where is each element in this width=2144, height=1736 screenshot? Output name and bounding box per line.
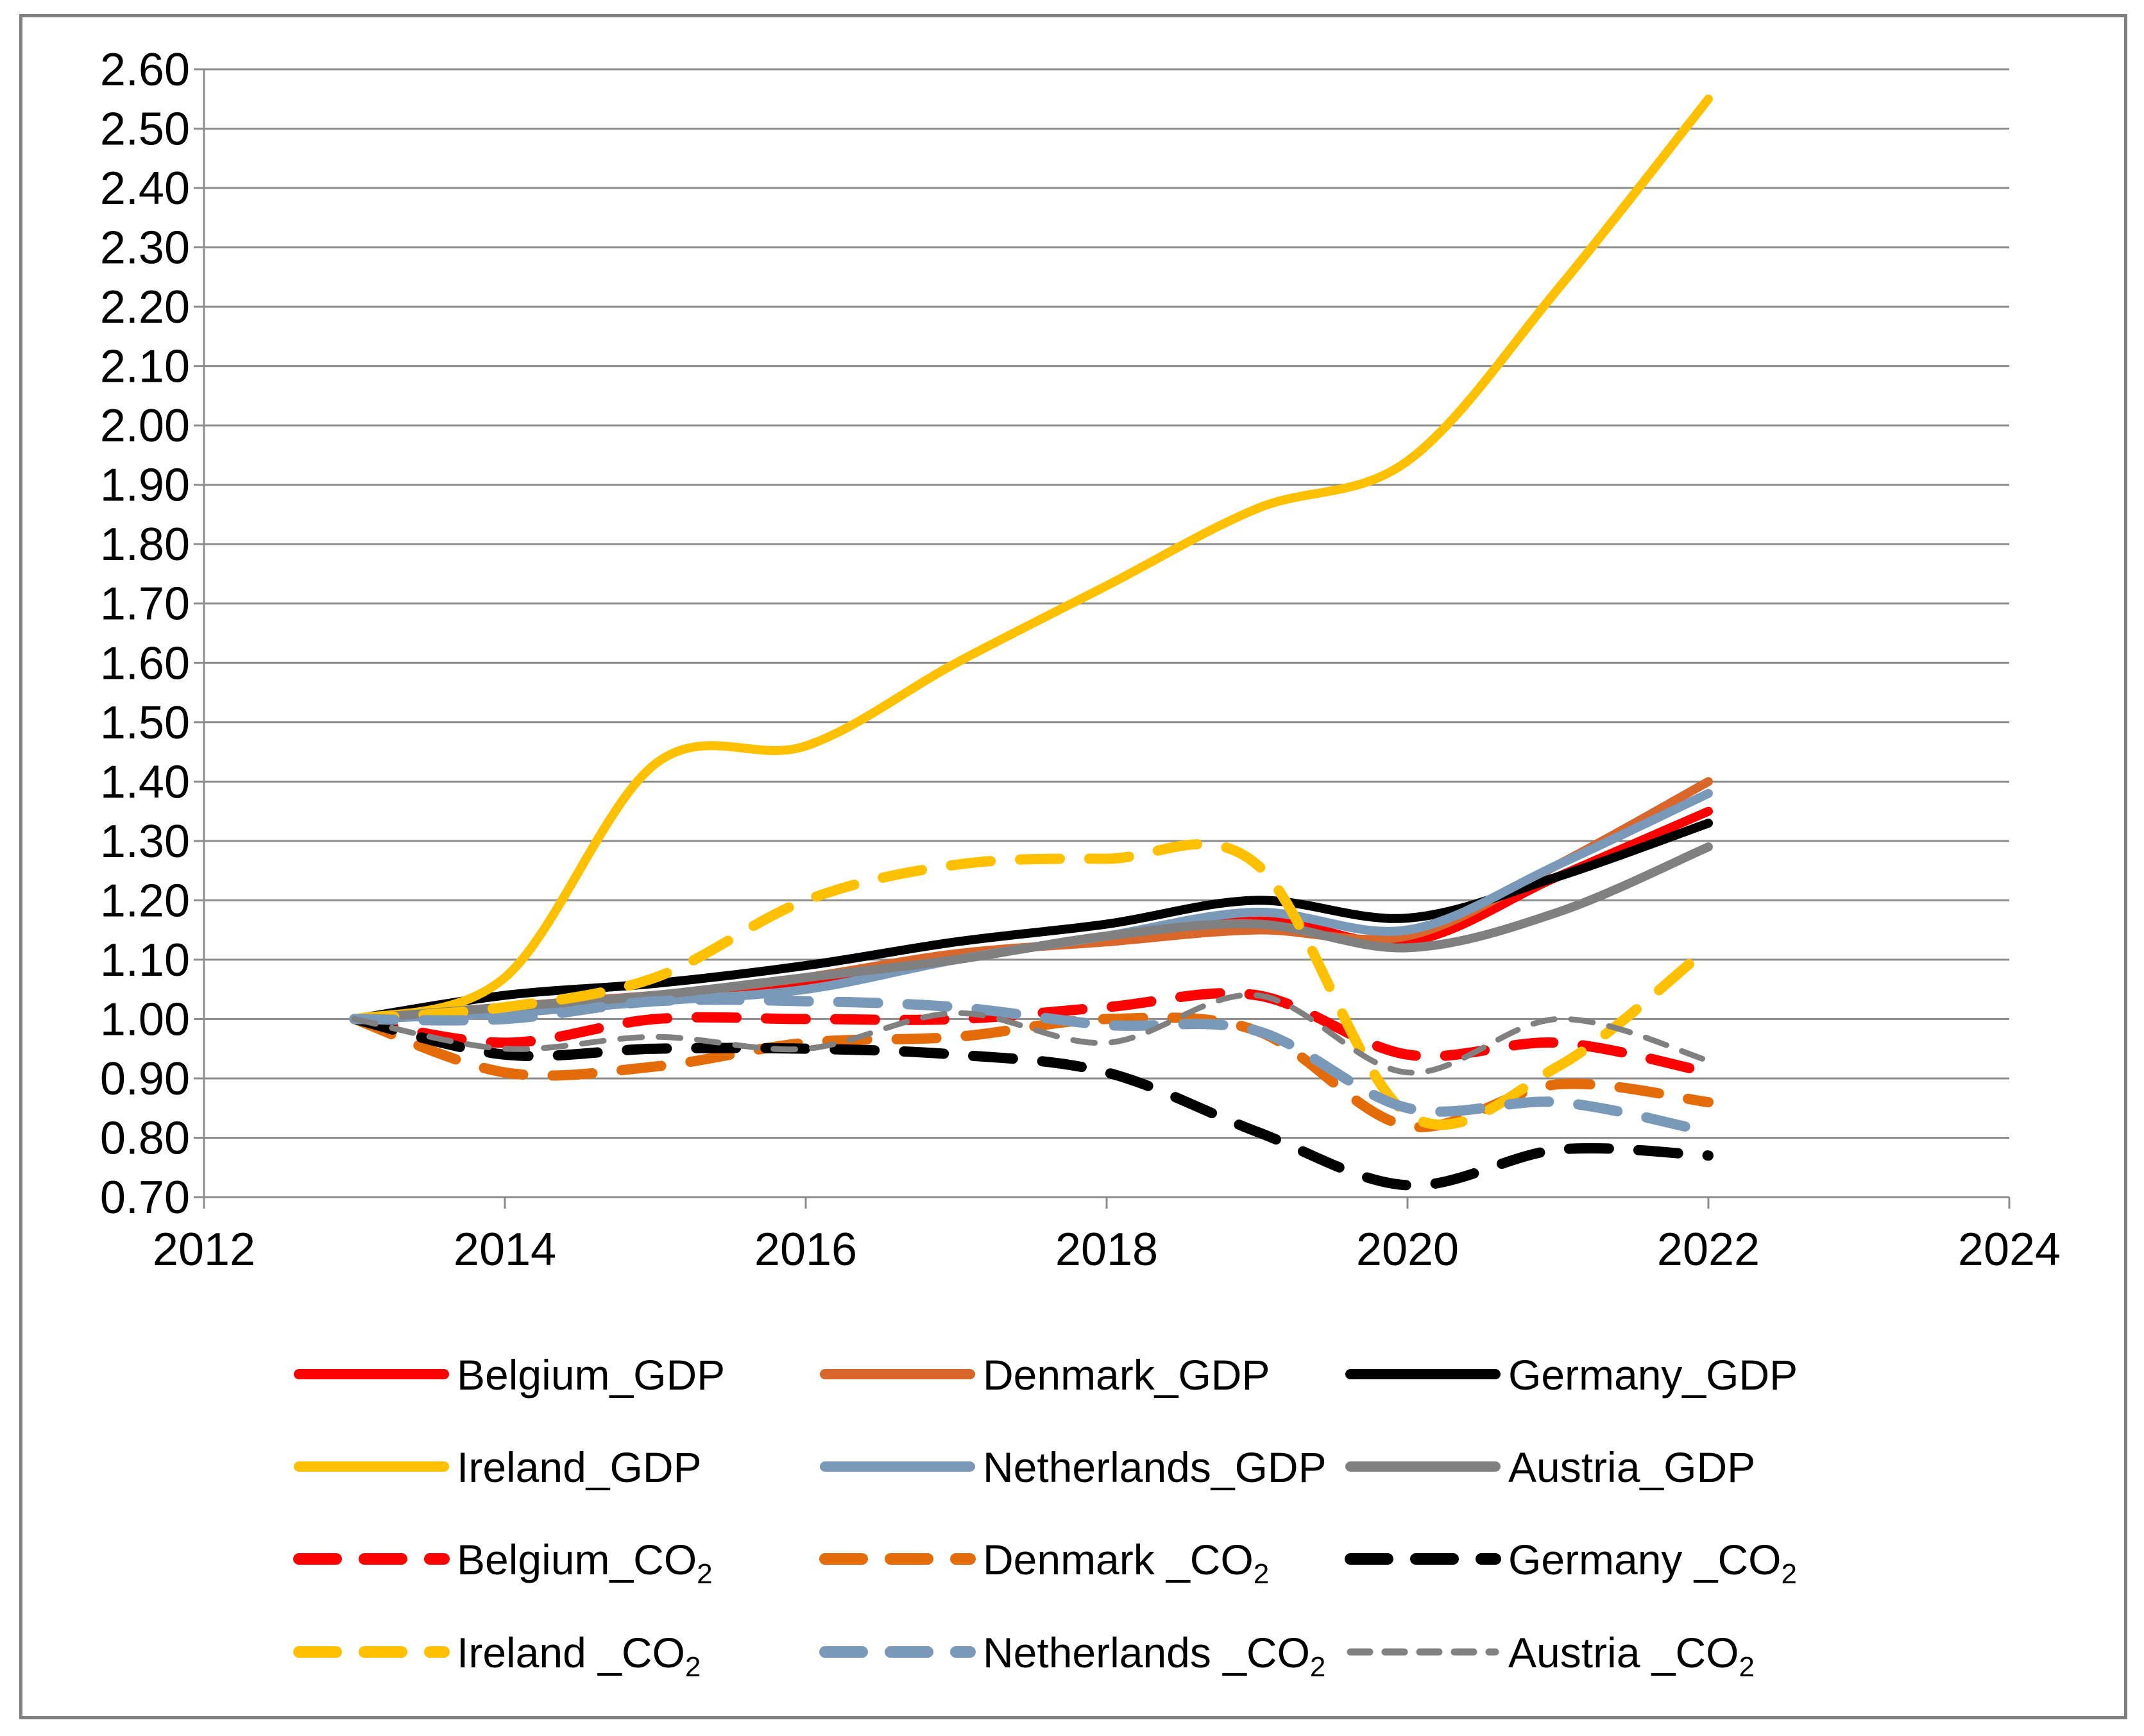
y-tick-label: 2.60	[100, 44, 190, 96]
legend-label-ireland-co2: Ireland _CO2	[457, 1629, 701, 1683]
y-tick-label: 1.70	[100, 579, 190, 630]
y-tick-label: 1.60	[100, 638, 190, 689]
legend-label-denmark-gdp: Denmark_GDP	[983, 1351, 1270, 1399]
x-tick-label: 2024	[1958, 1224, 2061, 1275]
series-line-ireland-co2	[349, 838, 1714, 1130]
y-tick-label: 1.30	[100, 816, 190, 867]
legend-label-germany-gdp: Germany_GDP	[1508, 1351, 1798, 1399]
y-tick-label: 2.00	[100, 400, 190, 452]
x-tick-label: 2016	[754, 1224, 857, 1275]
y-tick-label: 1.40	[100, 756, 190, 808]
y-tick-label: 1.80	[100, 519, 190, 570]
legend-label-denmark-co2: Denmark _CO2	[983, 1536, 1269, 1590]
legend: Belgium_GDP Denmark_GDP Germany_GDP Ireland…	[293, 1351, 1798, 1683]
series-line-ireland-gdp	[350, 94, 1713, 1024]
legend-label-austria-gdp: Austria_GDP	[1508, 1443, 1755, 1491]
y-tick-label: 0.70	[100, 1172, 190, 1223]
x-tick-label: 2012	[153, 1224, 255, 1275]
legend-label-ireland-gdp: Ireland_GDP	[457, 1443, 702, 1491]
y-tick-label: 2.20	[100, 282, 190, 333]
legend-label-netherlands-co2: Netherlands _CO2	[983, 1629, 1325, 1683]
y-tick-label: 2.10	[100, 341, 190, 393]
series-line-germany-co2	[349, 1014, 1714, 1191]
y-tick-label: 2.40	[100, 163, 190, 214]
series-line-netherlands-co2	[349, 994, 1714, 1137]
legend-label-austria-co2: Austria _CO2	[1508, 1629, 1755, 1683]
gridlines	[204, 68, 2009, 1198]
axes: 0.70 0.80 0.90 1.00 1.10 1.20 1.30 1.40 1.50 1.60…	[100, 44, 2061, 1275]
legend-label-belgium-gdp: Belgium_GDP	[457, 1351, 725, 1399]
x-tick-label: 2018	[1055, 1224, 1158, 1275]
y-tick-label: 1.10	[100, 935, 190, 986]
series-line-germany-gdp	[350, 819, 1713, 1024]
y-tick-label: 2.30	[100, 223, 190, 274]
y-tick-label: 1.50	[100, 697, 190, 749]
x-tick-label: 2014	[454, 1224, 556, 1275]
legend-label-belgium-co2: Belgium_CO2	[457, 1536, 713, 1590]
chart-frame	[19, 14, 2127, 1719]
y-tick-label: 2.50	[100, 104, 190, 155]
x-tick-label: 2022	[1657, 1224, 1760, 1275]
legend-label-germany-co2: Germany _CO2	[1508, 1536, 1797, 1590]
y-tick-label: 1.20	[100, 875, 190, 926]
y-tick-label: 1.00	[100, 994, 190, 1045]
y-tick-label: 0.80	[100, 1112, 190, 1164]
y-tick-label: 0.90	[100, 1053, 190, 1105]
series-line-austria-co2	[352, 992, 1712, 1076]
legend-label-netherlands-gdp: Netherlands_GDP	[983, 1443, 1327, 1491]
series-lines	[349, 94, 1714, 1191]
series-line-austria-gdp	[350, 842, 1713, 1024]
y-tick-label: 1.90	[100, 460, 190, 511]
x-tick-label: 2020	[1356, 1224, 1459, 1275]
